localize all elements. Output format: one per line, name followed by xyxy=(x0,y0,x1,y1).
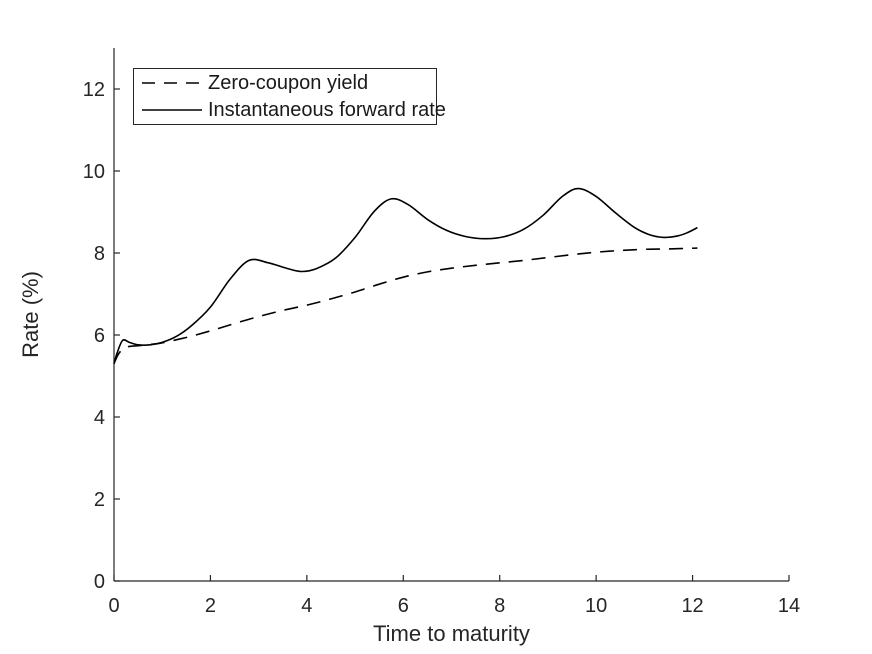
y-tick-label: 6 xyxy=(94,325,105,347)
series-line-zero-coupon-yield xyxy=(113,247,698,365)
legend-label: Zero-coupon yield xyxy=(208,71,369,94)
legend-item-zero-coupon-yield: Zero-coupon yield xyxy=(134,69,436,96)
y-tick-label: 10 xyxy=(83,161,105,183)
x-axis-title: Time to maturity xyxy=(373,621,530,646)
x-tick-label: 0 xyxy=(108,595,119,617)
legend-item-instantaneous-forward-rate: Instantaneous forward rate xyxy=(134,97,446,124)
y-tick-label: 4 xyxy=(94,407,105,429)
y-tick-label: 8 xyxy=(94,243,105,265)
x-tick-label: 12 xyxy=(681,595,703,617)
legend-label: Instantaneous forward rate xyxy=(208,99,446,122)
x-tick-label: 8 xyxy=(494,595,505,617)
y-tick-label: 2 xyxy=(94,489,105,511)
y-tick-label: 0 xyxy=(94,571,105,593)
x-tick-label: 4 xyxy=(301,595,312,617)
x-tick-label: 10 xyxy=(585,595,607,617)
y-tick-label: 12 xyxy=(83,79,105,101)
y-axis-title: Rate (%) xyxy=(18,271,43,358)
x-tick-label: 6 xyxy=(398,595,409,617)
x-tick-label: 2 xyxy=(205,595,216,617)
dashed-line-sample-icon xyxy=(142,82,202,84)
x-tick-label: 14 xyxy=(778,595,800,617)
series-line-instantaneous-forward-rate xyxy=(113,187,698,364)
legend: Zero-coupon yield Instantaneous forward … xyxy=(133,68,446,125)
solid-line-sample-icon xyxy=(142,109,202,111)
